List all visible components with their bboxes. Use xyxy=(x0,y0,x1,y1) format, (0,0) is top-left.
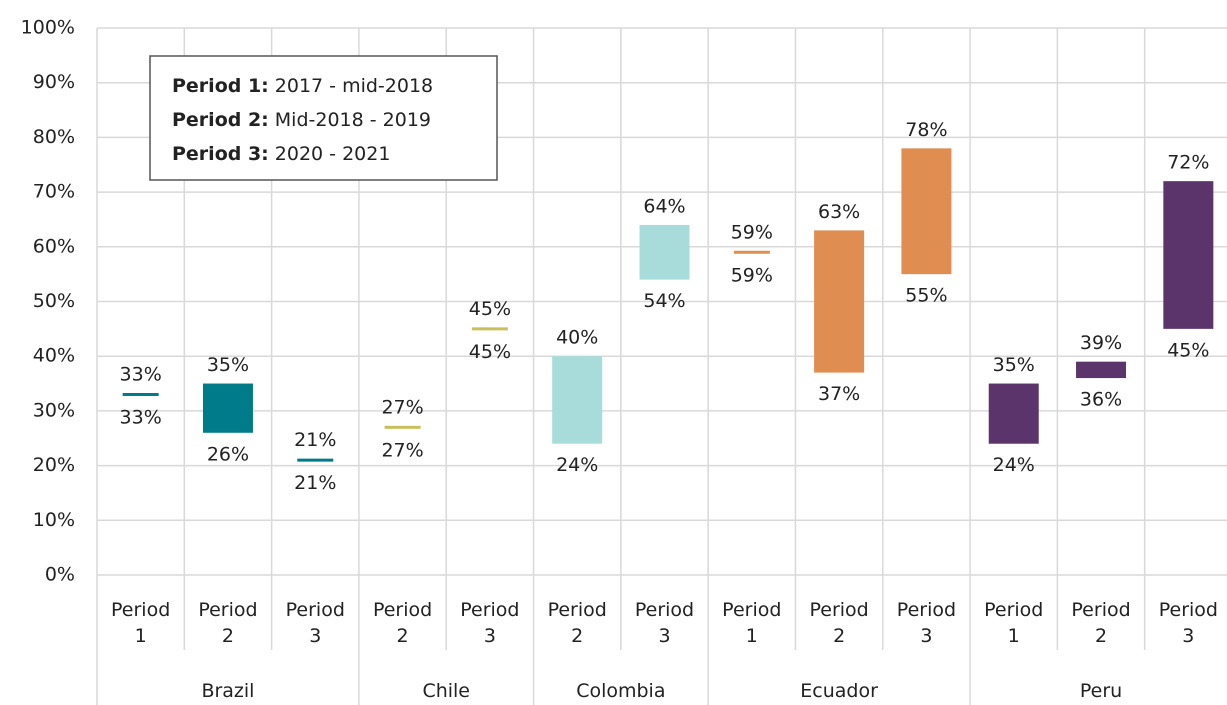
note-label: Period 1: xyxy=(172,75,269,97)
group-label: Ecuador xyxy=(800,680,878,702)
high-label: 78% xyxy=(905,119,947,141)
x-tick-label: Period 1 xyxy=(984,599,1044,647)
high-label: 45% xyxy=(469,298,511,320)
low-label: 59% xyxy=(731,264,773,286)
low-label: 54% xyxy=(643,290,685,312)
high-label: 40% xyxy=(556,327,598,349)
x-tick-label: Period 2 xyxy=(372,599,433,647)
x-tick-label: Period 3 xyxy=(1158,599,1218,647)
x-tick-label: Period 2 xyxy=(547,599,607,647)
note: Period 1: 2017 - mid-2018 xyxy=(172,75,433,97)
note-label: Period 3: xyxy=(172,143,269,165)
legend-frame xyxy=(149,55,498,181)
low-label: 27% xyxy=(381,439,423,461)
y-tick-label: 70% xyxy=(33,181,75,203)
bar xyxy=(552,356,603,444)
x-tick-label: Period 2 xyxy=(198,599,258,647)
y-tick-label: 20% xyxy=(33,454,75,476)
high-label: 59% xyxy=(731,221,773,243)
legend-box: Period 1: 2017 - mid-2018 Period 2: Mid-201… xyxy=(149,55,498,181)
y-tick-label: 50% xyxy=(33,290,75,312)
note-text: 2017 - mid-2018 xyxy=(275,75,433,97)
y-tick-label: 10% xyxy=(33,509,75,531)
high-label: 63% xyxy=(818,201,860,223)
x-tick-label: Period 3 xyxy=(460,599,520,647)
bar xyxy=(639,224,690,280)
bar xyxy=(1163,181,1214,329)
note-text: 2020 - 2021 xyxy=(275,143,391,165)
group-label: Colombia xyxy=(576,680,666,702)
low-label: 24% xyxy=(556,454,598,476)
low-label: 55% xyxy=(905,285,947,307)
low-label: 33% xyxy=(120,406,162,428)
x-tick-label: Period 1 xyxy=(111,599,171,647)
high-label: 27% xyxy=(381,396,423,418)
low-label: 45% xyxy=(1167,339,1209,361)
high-label: 35% xyxy=(993,354,1035,376)
high-label: 39% xyxy=(1080,332,1122,354)
group-label: Chile xyxy=(422,680,470,702)
note: Period 2: Mid-2018 - 2019 xyxy=(172,109,431,131)
bar xyxy=(384,425,421,429)
group-label: Peru xyxy=(1079,680,1123,702)
bar xyxy=(1076,361,1127,379)
low-label: 24% xyxy=(993,454,1035,476)
bar xyxy=(901,148,952,275)
x-tick-label: Period 3 xyxy=(285,599,345,647)
note: Period 3: 2020 - 2021 xyxy=(172,143,390,165)
high-label: 72% xyxy=(1167,152,1209,174)
y-tick-label: 100% xyxy=(21,17,75,39)
low-label: 37% xyxy=(818,383,860,405)
bar xyxy=(297,458,334,462)
high-label: 21% xyxy=(294,429,336,451)
x-tick-label: Period 2 xyxy=(1071,599,1131,647)
x-tick-label: Period 1 xyxy=(722,599,782,647)
high-label: 64% xyxy=(643,195,685,217)
high-label: 33% xyxy=(120,363,162,385)
note-text: Mid-2018 - 2019 xyxy=(275,109,431,131)
y-tick-label: 30% xyxy=(33,399,75,421)
bar xyxy=(814,230,865,373)
bar xyxy=(122,392,159,396)
bar xyxy=(733,250,770,254)
low-label: 36% xyxy=(1080,389,1122,411)
group-label: Brazil xyxy=(201,680,255,702)
low-label: 21% xyxy=(294,472,336,494)
low-label: 26% xyxy=(207,443,249,465)
note-label: Period 2: xyxy=(172,109,269,131)
bar xyxy=(202,383,253,433)
y-tick-label: 90% xyxy=(33,71,75,93)
y-tick-label: 40% xyxy=(33,345,75,367)
x-tick-label: Period 3 xyxy=(634,599,695,647)
x-tick-label: Period 3 xyxy=(896,599,957,647)
y-tick-label: 0% xyxy=(45,564,75,586)
y-tick-label: 80% xyxy=(33,126,75,148)
low-label: 45% xyxy=(469,341,511,363)
x-tick-label: Period 2 xyxy=(809,599,869,647)
y-tick-label: 60% xyxy=(33,235,75,257)
bar xyxy=(471,327,508,331)
high-label: 35% xyxy=(207,354,249,376)
bar xyxy=(988,383,1039,444)
